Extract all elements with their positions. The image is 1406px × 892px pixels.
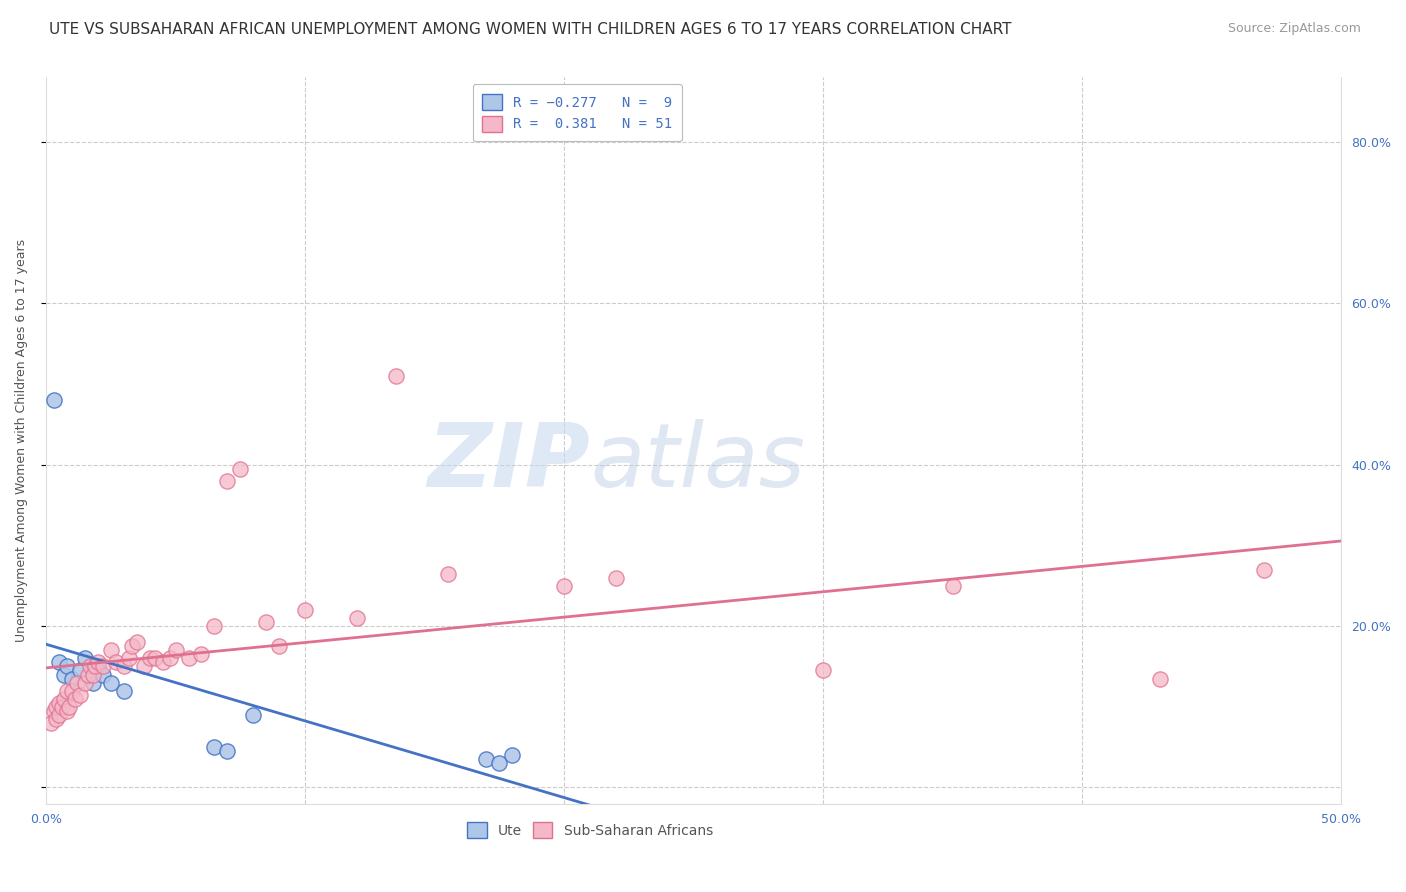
Point [605,571,627,585]
Point [229,462,252,476]
Point [53,667,76,681]
Point [217,744,239,758]
Point [217,474,239,488]
Point [76,667,98,681]
Point [1253,563,1275,577]
Point [112,683,135,698]
Point [55,683,77,698]
Point [63,691,86,706]
Point [73,675,96,690]
Point [152,656,174,670]
Point [55,659,77,673]
Point [254,615,277,629]
Point [384,369,406,384]
Point [53,691,76,706]
Point [39,715,62,730]
Point [204,740,226,755]
Point [79,659,101,673]
Point [42,704,65,718]
Text: ZIP: ZIP [427,419,591,506]
Point [269,640,291,654]
Point [177,651,200,665]
Point [100,675,122,690]
Point [66,675,89,690]
Point [82,675,104,690]
Point [73,651,96,665]
Text: Source: ZipAtlas.com: Source: ZipAtlas.com [1227,22,1361,36]
Point [121,640,143,654]
Point [204,619,226,633]
Point [488,756,510,771]
Point [475,752,498,766]
Point [60,683,83,698]
Legend: Ute, Sub-Saharan Africans: Ute, Sub-Saharan Africans [461,817,718,844]
Point [165,643,187,657]
Point [125,635,148,649]
Point [346,611,368,625]
Point [58,699,80,714]
Point [1149,672,1171,686]
Point [84,659,107,673]
Point [82,667,104,681]
Point [242,707,264,722]
Point [134,659,156,673]
Point [100,643,122,657]
Point [51,699,73,714]
Point [942,579,965,593]
Point [553,579,575,593]
Point [143,651,166,665]
Point [811,664,834,678]
Point [87,659,110,673]
Text: UTE VS SUBSAHARAN AFRICAN UNEMPLOYMENT AMONG WOMEN WITH CHILDREN AGES 6 TO 17 YE: UTE VS SUBSAHARAN AFRICAN UNEMPLOYMENT A… [49,22,1012,37]
Point [138,651,160,665]
Point [91,659,114,673]
Point [42,393,65,408]
Point [436,566,458,581]
Point [48,656,70,670]
Point [60,672,83,686]
Point [105,656,128,670]
Point [294,603,316,617]
Y-axis label: Unemployment Among Women with Children Ages 6 to 17 years: Unemployment Among Women with Children A… [15,239,28,642]
Point [118,651,141,665]
Point [69,664,91,678]
Point [501,748,523,763]
Point [45,712,67,726]
Point [69,688,91,702]
Point [190,648,212,662]
Point [112,659,135,673]
Point [48,707,70,722]
Point [45,699,67,714]
Point [159,651,181,665]
Text: atlas: atlas [591,419,804,505]
Point [55,704,77,718]
Point [91,667,114,681]
Point [87,656,110,670]
Point [48,696,70,710]
